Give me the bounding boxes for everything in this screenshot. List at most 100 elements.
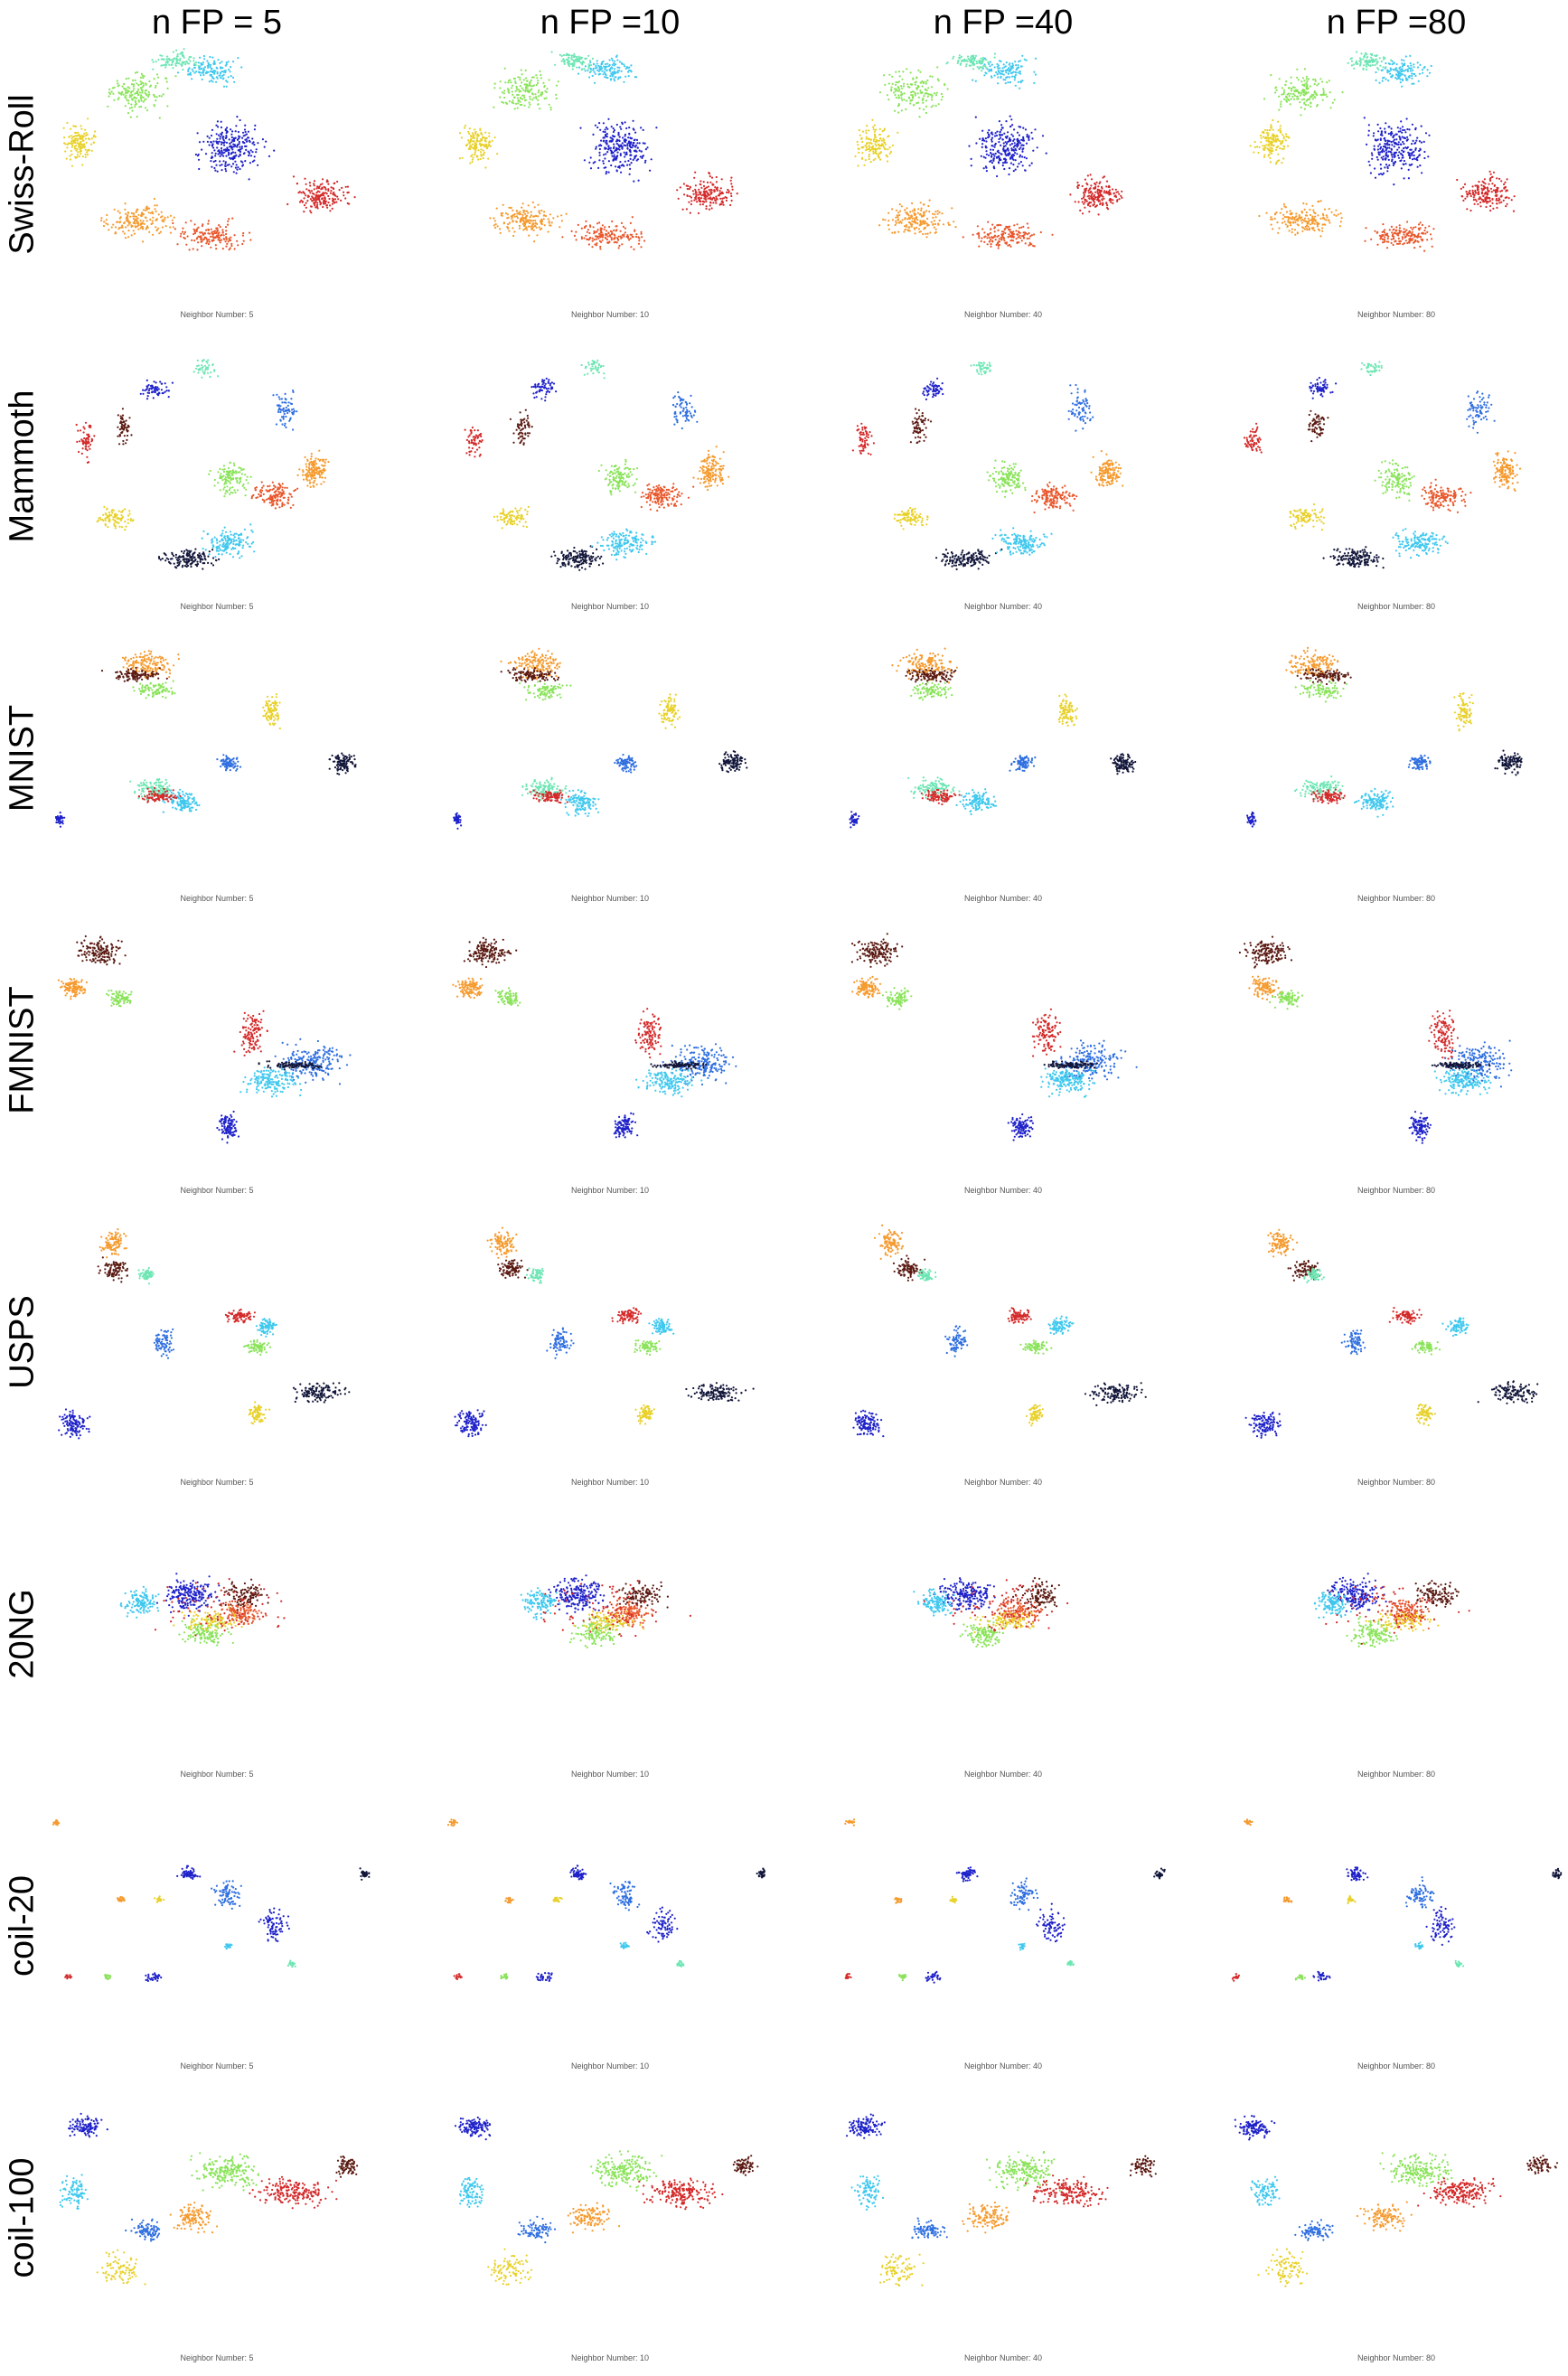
scatter-point	[878, 152, 880, 155]
scatter-point	[1091, 196, 1094, 199]
scatter-point	[1467, 193, 1469, 196]
scatter-point	[699, 180, 702, 183]
scatter-point	[172, 60, 174, 62]
scatter-point	[1303, 208, 1306, 211]
scatter-point	[924, 221, 926, 225]
scatter-point	[172, 221, 174, 225]
scatter-point	[1394, 69, 1396, 71]
scatter-point	[545, 97, 548, 99]
scatter-point	[180, 64, 183, 67]
scatter-point	[986, 237, 989, 239]
scatter-point	[613, 71, 615, 74]
scatter-point	[865, 146, 868, 148]
scatter-point	[611, 75, 614, 78]
scatter-point	[601, 224, 604, 227]
scatter-point	[201, 245, 203, 248]
scatter-point	[612, 147, 615, 150]
scatter-point	[1317, 221, 1319, 224]
scatter-point	[867, 147, 869, 151]
scatter-point	[511, 101, 513, 104]
scatter-point	[174, 75, 177, 78]
scatter-point	[157, 213, 160, 216]
scatter-point	[1402, 73, 1404, 76]
scatter-point	[1491, 198, 1494, 201]
scatter-point	[1017, 80, 1019, 83]
scatter-point	[211, 80, 214, 83]
scatter-point	[616, 59, 619, 61]
scatter-point	[1116, 200, 1119, 202]
scatter-point	[998, 137, 1000, 141]
scatter-point	[133, 232, 136, 235]
scatter-point	[1282, 89, 1286, 91]
scatter-point	[514, 102, 518, 105]
scatter-point	[1462, 199, 1465, 202]
scatter-point	[107, 105, 109, 108]
scatter-point	[915, 217, 918, 220]
scatter-point	[1282, 145, 1285, 147]
scatter-point	[868, 157, 870, 161]
scatter-point	[1094, 183, 1097, 186]
scatter-point	[1307, 217, 1310, 220]
scatter-point	[215, 164, 218, 166]
scatter-point	[1423, 229, 1426, 232]
scatter-point	[897, 230, 900, 233]
scatter-point	[1084, 178, 1086, 181]
scatter-point	[1253, 140, 1256, 144]
scatter-point	[518, 213, 521, 216]
scatter-point	[1013, 79, 1016, 81]
scatter-point	[1026, 133, 1028, 136]
scatter-point	[926, 92, 929, 95]
scatter-point	[699, 200, 702, 203]
scatter-point	[894, 109, 897, 112]
scatter-point	[591, 57, 594, 60]
scatter-point	[1290, 82, 1292, 85]
scatter-point	[1260, 141, 1263, 144]
scatter-point	[1015, 71, 1018, 74]
scatter-point	[1409, 61, 1412, 65]
scatter-point	[1466, 208, 1469, 211]
scatter-point	[1296, 76, 1299, 79]
scatter-point	[227, 154, 230, 156]
scatter-point	[1009, 65, 1012, 68]
scatter-point	[1477, 202, 1479, 206]
scatter-point	[1489, 176, 1492, 180]
scatter-point	[234, 166, 237, 169]
scatter-point	[1018, 139, 1020, 142]
scatter-point	[936, 210, 939, 212]
scatter-point	[1310, 93, 1313, 97]
scatter-point	[993, 66, 996, 69]
scatter-point	[1406, 221, 1409, 223]
scatter-point	[1401, 62, 1404, 65]
scatter-point	[706, 181, 709, 183]
scatter-point	[1306, 80, 1309, 82]
scatter-point	[878, 155, 880, 158]
scatter-point	[622, 225, 624, 228]
scatter-point	[897, 94, 900, 97]
scatter-point	[528, 90, 530, 93]
scatter-point	[573, 234, 577, 237]
scatter-point	[332, 197, 334, 200]
scatter-point	[714, 200, 717, 202]
scatter-point	[523, 83, 526, 86]
scatter-point	[222, 136, 225, 138]
scatter-point	[527, 211, 530, 214]
scatter-point	[937, 80, 940, 82]
scatter-point	[552, 217, 555, 220]
scatter-point	[538, 210, 540, 212]
scatter-point	[1285, 216, 1288, 219]
scatter-point	[125, 97, 127, 99]
scatter-point	[157, 227, 160, 230]
scatter-point	[1025, 59, 1028, 61]
scatter-point	[230, 128, 232, 131]
scatter-point	[1265, 144, 1268, 146]
scatter-point	[530, 211, 532, 213]
scatter-point	[605, 133, 607, 136]
scatter-point	[152, 212, 155, 215]
scatter-point	[527, 89, 530, 92]
scatter-point	[1017, 71, 1019, 74]
scatter-point	[493, 106, 495, 108]
scatter-point	[501, 214, 503, 217]
scatter-point	[1378, 154, 1381, 156]
scatter-point	[921, 85, 924, 88]
scatter-point	[146, 208, 148, 211]
